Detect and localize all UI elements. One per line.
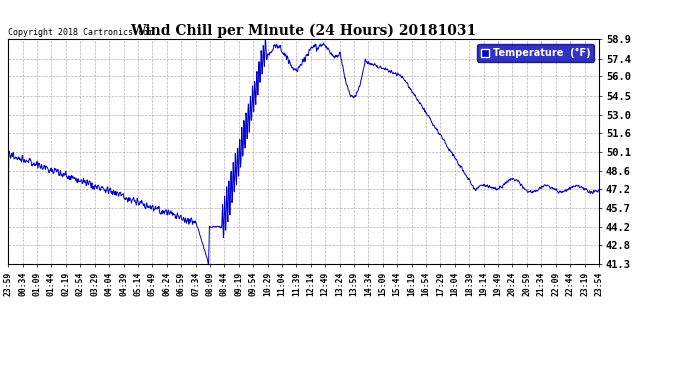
Legend: Temperature  (°F): Temperature (°F): [477, 44, 594, 62]
Text: Copyright 2018 Cartronics.com: Copyright 2018 Cartronics.com: [8, 28, 153, 37]
Title: Wind Chill per Minute (24 Hours) 20181031: Wind Chill per Minute (24 Hours) 2018103…: [130, 24, 477, 38]
